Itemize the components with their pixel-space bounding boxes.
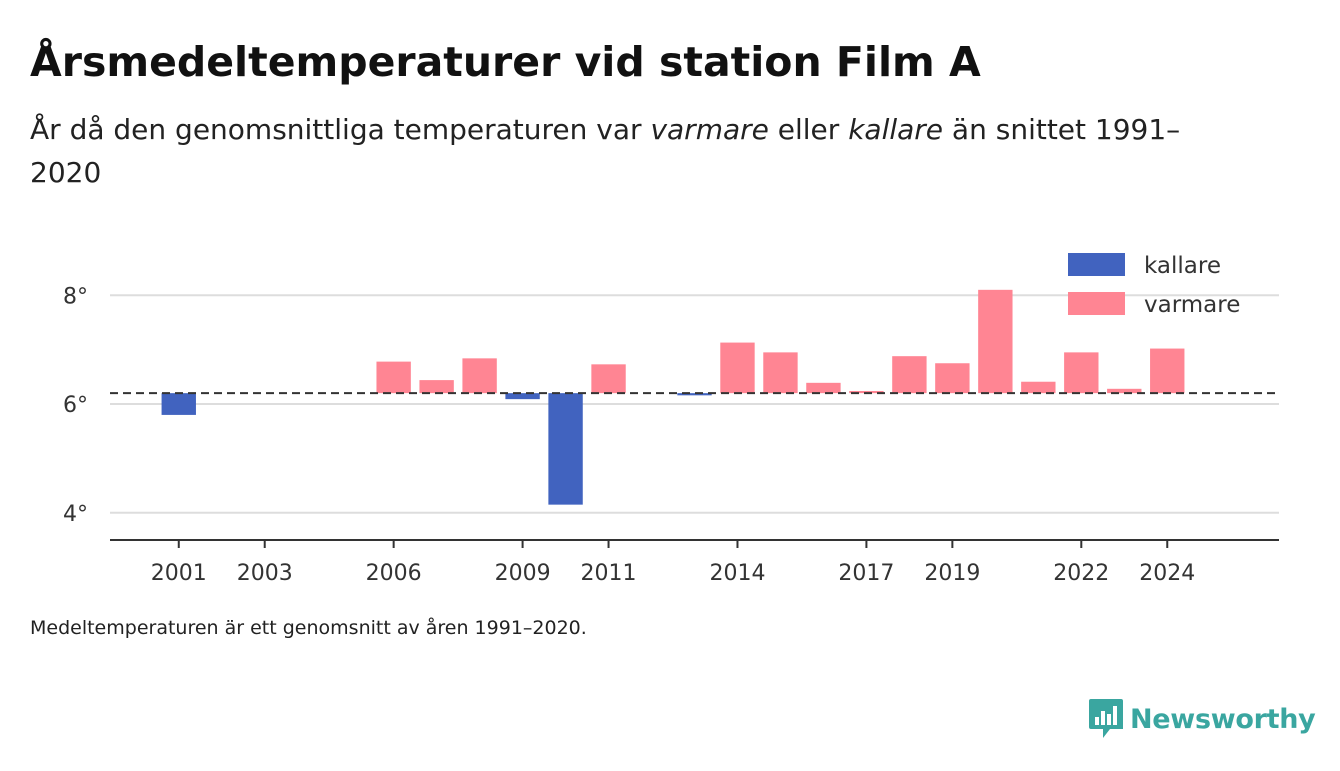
newsworthy-logo: Newsworthy — [1088, 697, 1316, 741]
x-tick-label: 2006 — [366, 561, 422, 586]
x-tick-label: 2017 — [838, 561, 894, 586]
bar-warmer — [1021, 381, 1056, 394]
bar-warmer — [720, 342, 755, 394]
bar-colder — [548, 393, 583, 505]
subtitle-text-1: År då den genomsnittliga temperaturen va… — [30, 113, 651, 146]
bar-warmer — [462, 358, 497, 394]
bar-warmer — [1064, 352, 1099, 394]
bar-warmer — [376, 361, 411, 394]
bar-warmer — [806, 382, 841, 394]
bar-warmer — [1150, 348, 1185, 394]
bar-colder — [677, 393, 712, 396]
y-tick-label: 8° — [63, 284, 88, 309]
bar-warmer — [419, 380, 454, 394]
newsworthy-logo-icon — [1089, 699, 1123, 738]
bar-warmer — [1107, 388, 1142, 394]
x-tick-label: 2024 — [1139, 561, 1195, 586]
newsworthy-logo-text: Newsworthy — [1130, 703, 1316, 735]
bar-warmer — [763, 352, 798, 394]
bar-colder — [505, 393, 540, 400]
x-tick-label: 2001 — [151, 561, 207, 586]
bar-warmer — [935, 363, 970, 394]
chart-subtitle: År då den genomsnittliga temperaturen va… — [30, 108, 1230, 194]
y-tick-label: 4° — [63, 502, 88, 527]
x-tick-label: 2003 — [237, 561, 293, 586]
y-tick-label: 6° — [63, 393, 88, 418]
bar-colder — [161, 393, 196, 415]
bar-warmer — [591, 364, 626, 394]
bar-warmer — [978, 289, 1013, 394]
x-tick-label: 2011 — [581, 561, 637, 586]
legend-label: varmare — [1144, 292, 1240, 318]
footnote: Medeltemperaturen är ett genomsnitt av å… — [30, 617, 587, 639]
subtitle-colder-word: kallare — [848, 113, 944, 146]
legend-swatch — [1068, 292, 1125, 315]
subtitle-warmer-word: varmare — [650, 113, 769, 146]
chart-title: Årsmedeltemperaturer vid station Film A — [30, 38, 981, 86]
x-tick-label: 2009 — [495, 561, 551, 586]
legend-label: kallare — [1144, 253, 1221, 279]
subtitle-text-2: eller — [768, 113, 849, 146]
legend-swatch — [1068, 253, 1125, 276]
bar-warmer — [892, 356, 927, 394]
x-tick-label: 2019 — [924, 561, 980, 586]
bar-warmer — [849, 390, 884, 394]
x-tick-label: 2014 — [709, 561, 765, 586]
temperature-bar-chart: 4° 6° 8° 2001 2003 2006 2009 2011 2014 2017 2019 20… — [63, 253, 1279, 586]
x-tick-label: 2022 — [1053, 561, 1109, 586]
subtitle-text-3: än snittet 1991–2020 — [30, 113, 1181, 189]
